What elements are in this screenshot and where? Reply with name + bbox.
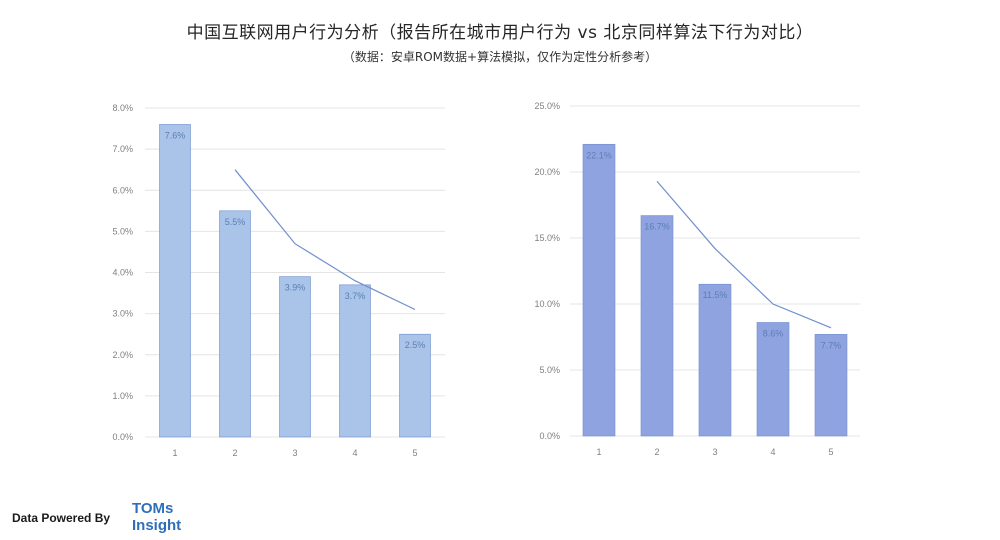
logo-line-1: TOMs (132, 500, 174, 517)
x-tick-label: 1 (596, 447, 601, 457)
x-tick-label: 3 (292, 448, 297, 458)
x-tick-label: 5 (412, 448, 417, 458)
trend-line (656, 180, 832, 329)
bar-data-label: 3.9% (285, 283, 306, 293)
x-tick-label: 3 (712, 447, 717, 457)
bar-data-label: 8.6% (763, 328, 784, 338)
y-tick-label: 7.0% (112, 144, 133, 154)
y-tick-label: 6.0% (112, 185, 133, 195)
bar (159, 124, 191, 438)
bar-data-label: 2.5% (405, 340, 426, 350)
logo-line-2: Insight (132, 517, 182, 534)
y-tick-label: 8.0% (112, 103, 133, 113)
bar (279, 276, 311, 438)
y-tick-label: 25.0% (534, 101, 560, 111)
y-tick-label: 20.0% (534, 167, 560, 177)
x-tick-label: 4 (770, 447, 775, 457)
bar-data-label: 7.7% (821, 340, 842, 350)
x-tick-label: 2 (232, 448, 237, 458)
data-powered-by-label: Data Powered By (12, 511, 111, 525)
bar-data-label: 16.7% (644, 222, 670, 232)
chart-right: 0.0% 5.0% 10.0% 15.0% 20.0% 25.0% 22.1% 1 16.7% 2… (534, 101, 860, 457)
y-tick-label: 15.0% (534, 233, 560, 243)
y-tick-label: 1.0% (112, 391, 133, 401)
y-tick-label: 2.0% (112, 350, 133, 360)
bar-data-label: 11.5% (703, 290, 728, 300)
bar (640, 215, 674, 437)
bar (814, 334, 848, 437)
y-tick-label: 4.0% (112, 268, 133, 278)
bar (339, 284, 371, 438)
bar (399, 333, 431, 438)
page-subtitle: （数据：安卓ROM数据+算法模拟，仅作为定性分析参考） (342, 50, 658, 64)
bar-data-label: 5.5% (225, 217, 246, 227)
bar-data-label: 22.1% (586, 150, 612, 160)
bar (756, 322, 790, 437)
bar-data-label: 3.7% (345, 291, 366, 301)
chart-left: 0.0% 1.0% 2.0% 3.0% 4.0% 5.0% 6.0% 7.0% 8.0% 7.6%… (112, 103, 445, 458)
x-tick-label: 4 (352, 448, 357, 458)
y-tick-label: 5.0% (112, 226, 133, 236)
trend-line (234, 169, 416, 311)
y-tick-label: 5.0% (539, 365, 560, 375)
x-tick-label: 5 (828, 447, 833, 457)
y-tick-label: 0.0% (112, 432, 133, 442)
y-tick-label: 3.0% (112, 309, 133, 319)
bar (219, 210, 251, 438)
y-tick-label: 10.0% (534, 299, 560, 309)
bar (698, 283, 732, 437)
bar-data-label: 7.6% (165, 130, 186, 140)
y-tick-label: 0.0% (539, 431, 560, 441)
page-title: 中国互联网用户行为分析（报告所在城市用户行为 vs 北京同样算法下行为对比） (186, 23, 814, 43)
x-tick-label: 1 (172, 448, 177, 458)
x-tick-label: 2 (654, 447, 659, 457)
toms-insight-logo: TOMs Insight (132, 500, 181, 534)
bar (582, 143, 616, 437)
